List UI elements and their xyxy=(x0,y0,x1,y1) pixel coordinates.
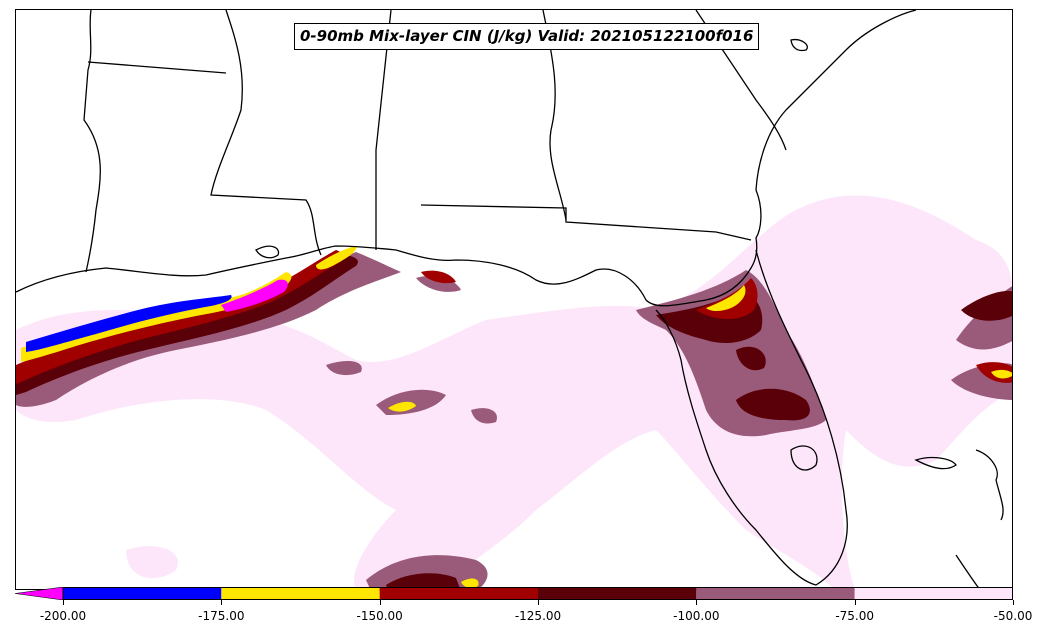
colorbar-ticks: -200.00 -175.00 -150.00 -125.00 -100.00 -75.0… xyxy=(0,600,1044,630)
cin-pink-region xyxy=(126,546,178,579)
cin-yellow-region xyxy=(706,285,746,311)
colorbar xyxy=(15,587,1013,600)
colorbar-bin xyxy=(379,587,538,600)
colorbar-tick-label: -75.00 xyxy=(835,609,874,623)
colorbar-tick-mark xyxy=(1013,600,1014,605)
colorbar-tick-label: -50.00 xyxy=(993,609,1033,623)
coastline-bits xyxy=(955,554,981,589)
state-line-ms-la xyxy=(83,10,101,273)
colorbar-bin xyxy=(63,587,222,600)
cin-darkred-region xyxy=(736,388,810,421)
state-line-fl-al xyxy=(420,204,752,241)
cin-blue-region xyxy=(26,295,232,352)
coastline xyxy=(16,10,917,307)
cin-yellow-region xyxy=(388,401,416,412)
colorbar-frame xyxy=(62,587,1013,600)
colorbar-tick-mark xyxy=(63,600,64,605)
colorbar-tick-label: -200.00 xyxy=(39,609,87,623)
coastline-bits xyxy=(790,39,808,52)
cin-yellow-region xyxy=(316,246,357,270)
cin-mauve-region xyxy=(326,360,362,376)
cin-mauve-region xyxy=(471,408,497,424)
cin-yellow-region xyxy=(991,369,1012,379)
colorbar-tick-label: -100.00 xyxy=(673,609,720,623)
state-line-ar-la xyxy=(87,61,227,74)
colorbar-extend-triangle xyxy=(15,587,64,600)
cin-red-region xyxy=(421,270,456,284)
cin-yellow-region xyxy=(461,578,479,589)
coastline-bits xyxy=(975,449,1004,521)
cin-pink-region xyxy=(16,195,1012,589)
colorbar-tick-mark xyxy=(221,600,223,605)
colorbar-bin xyxy=(696,587,855,600)
lake-okeechobee xyxy=(790,445,818,471)
colorbar-tick-mark xyxy=(854,600,856,605)
colorbar-bin xyxy=(854,587,1013,600)
coastline-bits xyxy=(914,456,957,470)
cin-magenta-region xyxy=(221,279,288,312)
colorbar-tick-mark xyxy=(538,600,539,605)
map-title: 0-90mb Mix-layer CIN (J/kg) Valid: 20210… xyxy=(294,23,760,50)
colorbar-tick-mark xyxy=(696,600,698,605)
cin-mauve-region xyxy=(416,275,461,292)
cin-darkred-region xyxy=(961,291,1012,321)
cin-darkred-region xyxy=(736,346,766,371)
state-line-al-ms xyxy=(375,10,392,250)
state-line-ms xyxy=(210,10,322,256)
cin-darkred-region xyxy=(386,573,461,589)
coastline xyxy=(655,249,848,586)
coastline-bits xyxy=(255,245,280,259)
colorbar-bin xyxy=(221,587,380,600)
colorbar-tick-label: -125.00 xyxy=(514,609,562,623)
map-panel: 0-90mb Mix-layer CIN (J/kg) Valid: 20210… xyxy=(15,9,1013,590)
colorbar-tick-label: -175.00 xyxy=(198,609,245,623)
colorbar-bin xyxy=(538,587,697,600)
map-canvas xyxy=(16,10,1012,589)
colorbar-tick-mark xyxy=(379,600,381,605)
colorbar-tick-label: -150.00 xyxy=(356,609,403,623)
cin-shading xyxy=(16,195,1012,589)
